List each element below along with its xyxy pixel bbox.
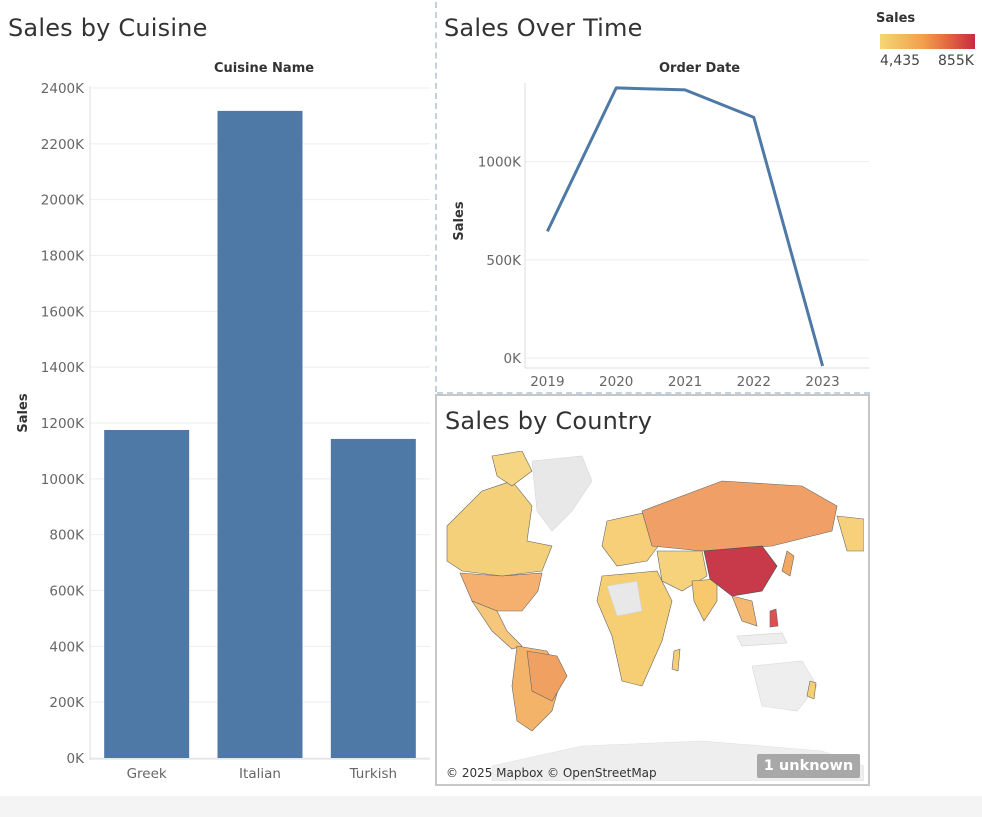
y-tick-label: 600K [49,584,85,600]
y-tick-label: 400K [49,639,85,655]
panel-divider-vertical [435,2,437,392]
y-tick-label: 1000K [41,472,85,488]
legend-min-label: 4,435 [880,53,921,69]
unknown-locations-badge[interactable]: 1 unknown [757,754,860,778]
sales-over-time-chart[interactable]: 0K 500K 1000K 2019 2020 2021 2022 2023 Sales [437,78,877,393]
y-tick-label: 1200K [41,416,85,432]
time-column-header: Order Date [659,61,741,76]
status-bar [0,796,982,817]
legend-title: Sales [876,11,916,26]
x-tick-label: 2023 [805,374,839,390]
bar-greek[interactable] [104,429,190,758]
world-map[interactable] [442,451,864,781]
legend-max-label: 855K [938,53,974,69]
y-tick-label: 1600K [41,304,85,320]
time-chart-title: Sales Over Time [444,14,643,42]
y-tick-label: 1400K [41,360,85,376]
y-tick-label: 2000K [41,193,85,209]
cuisine-chart-title: Sales by Cuisine [8,14,208,42]
sales-by-cuisine-chart[interactable]: 0K 200K 400K 600K 800K 1000K 1200K 1400K 1600K 18… [0,78,434,790]
y-tick-label: 200K [49,695,85,711]
x-tick-label: 2020 [599,374,633,390]
x-tick-label: Greek [127,766,167,782]
y-tick-label: 2200K [41,137,85,153]
x-tick-label: Italian [239,766,281,782]
sales-by-country-panel[interactable]: Sales by Country [435,394,870,786]
y-tick-label: 1000K [478,155,522,171]
sales-trend-line[interactable] [546,86,825,367]
y-tick-label: 1800K [41,249,85,265]
x-tick-label: 2019 [530,374,564,390]
cuisine-column-header: Cuisine Name [214,61,315,76]
panel-divider-horizontal [437,392,870,394]
x-tick-label: 2022 [737,374,771,390]
y-axis-title: Sales [452,201,467,240]
country-map-title: Sales by Country [445,407,653,435]
x-tick-label: 2021 [668,374,702,390]
y-tick-label: 0K [67,751,86,767]
bar-turkish[interactable] [330,438,416,758]
y-tick-label: 0K [504,351,523,367]
sales-color-legend[interactable] [880,34,975,49]
x-tick-label: Turkish [349,766,397,782]
y-tick-label: 800K [49,528,85,544]
y-axis-title: Sales [16,393,31,432]
y-tick-label: 500K [486,253,522,269]
map-attribution[interactable]: © 2025 Mapbox © OpenStreetMap [446,766,657,780]
y-tick-label: 2400K [41,81,85,97]
bar-italian[interactable] [217,110,303,758]
